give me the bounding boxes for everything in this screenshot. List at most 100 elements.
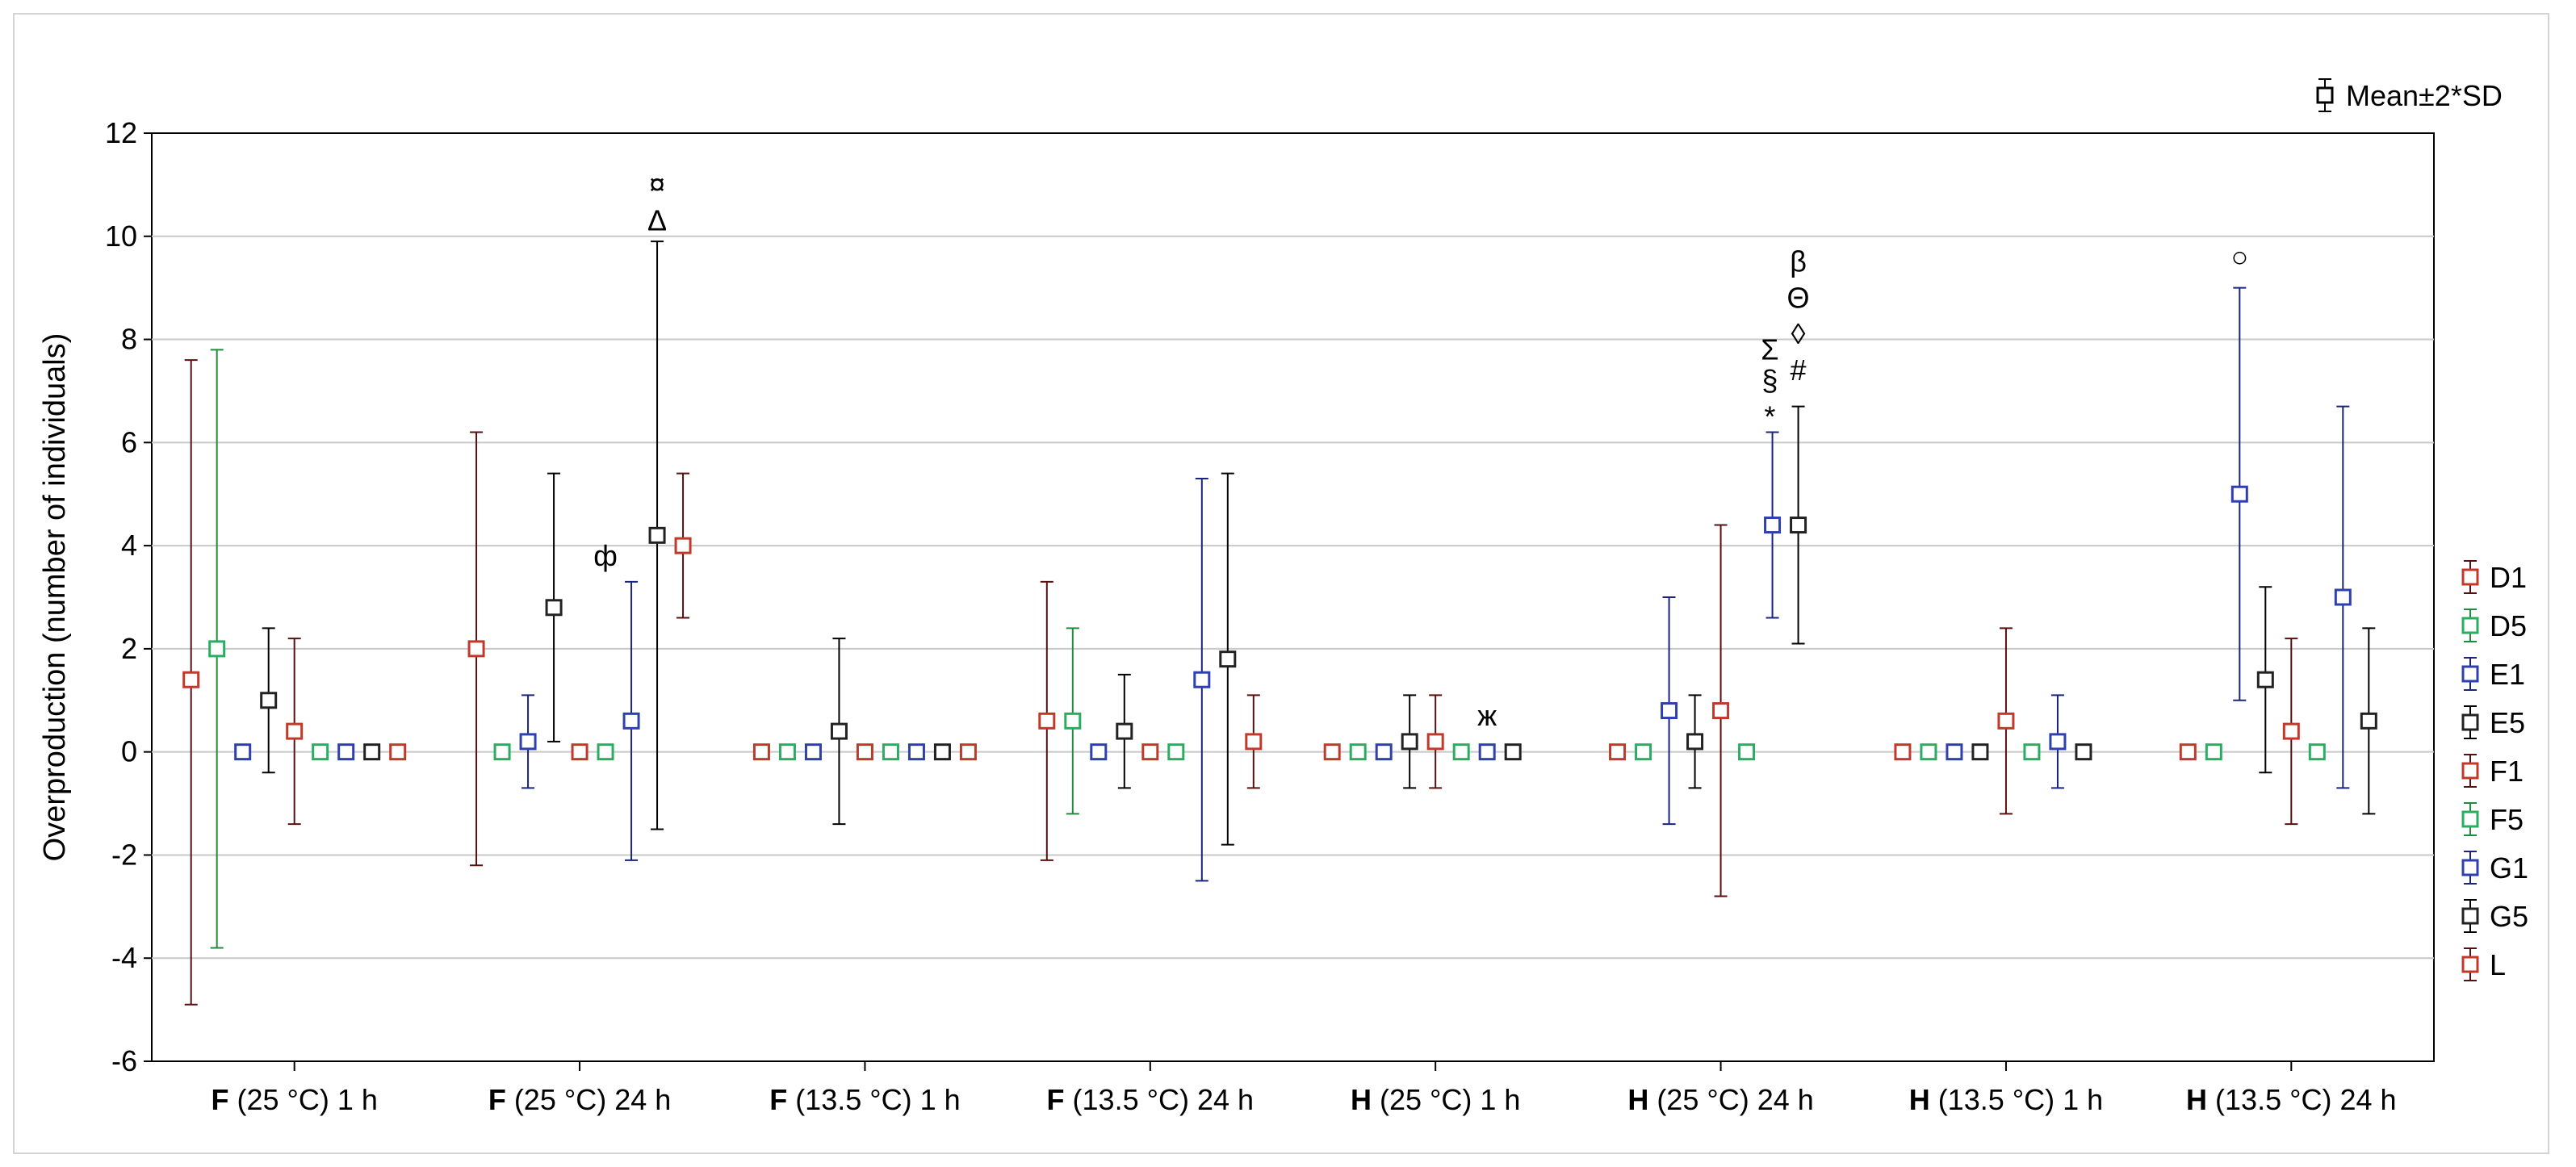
mean-marker-L xyxy=(1245,733,1263,751)
legend-label-D5: D5 xyxy=(2490,609,2527,642)
mean-marker-D1 xyxy=(2179,743,2197,761)
mean-marker-E1 xyxy=(2230,485,2248,503)
mean-marker-D5 xyxy=(1920,743,1937,761)
mean-marker-D5 xyxy=(208,640,226,658)
significance-symbol: Θ xyxy=(1787,281,1810,314)
legend-label-G1: G1 xyxy=(2490,851,2528,885)
mean-marker-D1 xyxy=(752,743,770,761)
x-tick-label: H (25 °C) 24 h xyxy=(1627,1083,1814,1116)
y-tick-label: 2 xyxy=(121,632,137,665)
mean-marker-F1 xyxy=(1712,702,1730,720)
mean-marker-G5 xyxy=(1504,743,1522,761)
mean-marker-G1 xyxy=(2049,733,2067,751)
y-tick-label: 0 xyxy=(121,735,137,768)
mean-marker-L xyxy=(389,743,407,761)
legend-marker-E1 xyxy=(2461,665,2479,683)
mean-marker-F5 xyxy=(882,743,899,761)
mean-marker-F5 xyxy=(2023,743,2041,761)
mean-marker-F1 xyxy=(2282,722,2300,740)
significance-symbol: Σ xyxy=(1761,333,1778,366)
mean-marker-F1 xyxy=(1426,733,1444,751)
mean-marker-G1 xyxy=(1478,743,1496,761)
mean-marker-G5 xyxy=(1790,517,1807,534)
mean-marker-E1 xyxy=(1946,743,1963,761)
significance-symbol: Δ xyxy=(647,204,667,237)
significance-symbol: § xyxy=(1761,364,1778,397)
significance-symbol: β xyxy=(1790,245,1807,278)
mean-marker-G1 xyxy=(337,743,355,761)
mean-marker-D1 xyxy=(1323,743,1341,761)
legend-label-L: L xyxy=(2490,948,2506,981)
mean-marker-D5 xyxy=(2205,743,2222,761)
mean-marker-F5 xyxy=(1167,743,1185,761)
mean-marker-E5 xyxy=(2256,671,2274,688)
figure-frame xyxy=(13,13,2549,1154)
mean-marker-G5 xyxy=(1219,650,1237,668)
mean-marker-F5 xyxy=(1452,743,1470,761)
mean-marker-E5 xyxy=(260,692,278,709)
legend-marker-D1 xyxy=(2461,568,2479,586)
significance-symbol: ¤ xyxy=(649,168,665,201)
mean-marker-D5 xyxy=(1635,743,1652,761)
plot-area xyxy=(151,132,2435,1062)
mean-marker-E5 xyxy=(545,599,563,617)
y-tick-label: -4 xyxy=(111,941,137,974)
mean-marker-E1 xyxy=(804,743,822,761)
significance-symbol: ж xyxy=(1477,699,1497,732)
mean-marker-G5 xyxy=(2360,712,2377,730)
legend-label-E1: E1 xyxy=(2490,658,2525,691)
legend-label-G5: G5 xyxy=(2490,900,2528,933)
mean-marker-E1 xyxy=(519,733,537,751)
legend-marker-G5 xyxy=(2461,907,2479,925)
x-tick-label: F (13.5 °C) 24 h xyxy=(1047,1083,1254,1116)
x-tick-label: F (25 °C) 1 h xyxy=(211,1083,377,1116)
mean-marker-D5 xyxy=(1064,712,1082,730)
x-tick-label: H (25 °C) 1 h xyxy=(1351,1083,1520,1116)
mean-marker-D5 xyxy=(493,743,511,761)
mean-marker-E1 xyxy=(1090,743,1108,761)
mean-marker-D1 xyxy=(467,640,485,658)
legend-marker-E5 xyxy=(2461,713,2479,731)
mean-marker-E5 xyxy=(1971,743,1989,761)
mean-marker-G1 xyxy=(1764,517,1782,534)
mean-marker-E1 xyxy=(234,743,252,761)
mean-marker-L xyxy=(674,537,692,554)
significance-symbol: ф xyxy=(593,539,618,572)
mean-marker-E5 xyxy=(1686,733,1704,751)
legend-label-E5: E5 xyxy=(2490,706,2525,739)
mean-marker-E5 xyxy=(830,722,848,740)
legend-label-F5: F5 xyxy=(2490,803,2524,836)
mean-marker-D1 xyxy=(1894,743,1912,761)
errorbar-key-label: Mean±2*SD xyxy=(2346,79,2503,112)
legend-label-F1: F1 xyxy=(2490,755,2524,788)
mean-marker-E5 xyxy=(1116,722,1133,740)
y-tick-label: 8 xyxy=(121,323,137,356)
significance-symbol: # xyxy=(1791,353,1807,387)
y-tick-label: -6 xyxy=(111,1044,137,1077)
mean-marker-F5 xyxy=(1738,743,1756,761)
significance-symbol: ○ xyxy=(2230,240,2248,273)
mean-marker-G5 xyxy=(648,526,666,544)
y-tick-label: 4 xyxy=(121,529,137,562)
mean-marker-F1 xyxy=(286,722,304,740)
y-tick-label: -2 xyxy=(111,838,137,871)
x-tick-label: H (13.5 °C) 24 h xyxy=(2186,1083,2397,1116)
mean-marker-E1 xyxy=(1375,743,1393,761)
legend-marker-G1 xyxy=(2461,859,2479,876)
mean-marker-F5 xyxy=(2308,743,2326,761)
errorbar-key-marker xyxy=(2316,86,2334,104)
mean-marker-F1 xyxy=(1141,743,1159,761)
legend-label-D1: D1 xyxy=(2490,561,2527,594)
mean-marker-F5 xyxy=(312,743,329,761)
mean-marker-G5 xyxy=(2075,743,2092,761)
y-tick-label: 12 xyxy=(105,116,137,149)
mean-marker-G5 xyxy=(363,743,381,761)
significance-symbol: * xyxy=(1764,399,1775,433)
mean-marker-D1 xyxy=(1609,743,1627,761)
mean-marker-E1 xyxy=(1661,702,1678,720)
mean-marker-G1 xyxy=(1193,671,1211,688)
mean-marker-L xyxy=(959,743,977,761)
mean-marker-G1 xyxy=(622,712,640,730)
x-tick-label: F (13.5 °C) 1 h xyxy=(769,1083,961,1116)
